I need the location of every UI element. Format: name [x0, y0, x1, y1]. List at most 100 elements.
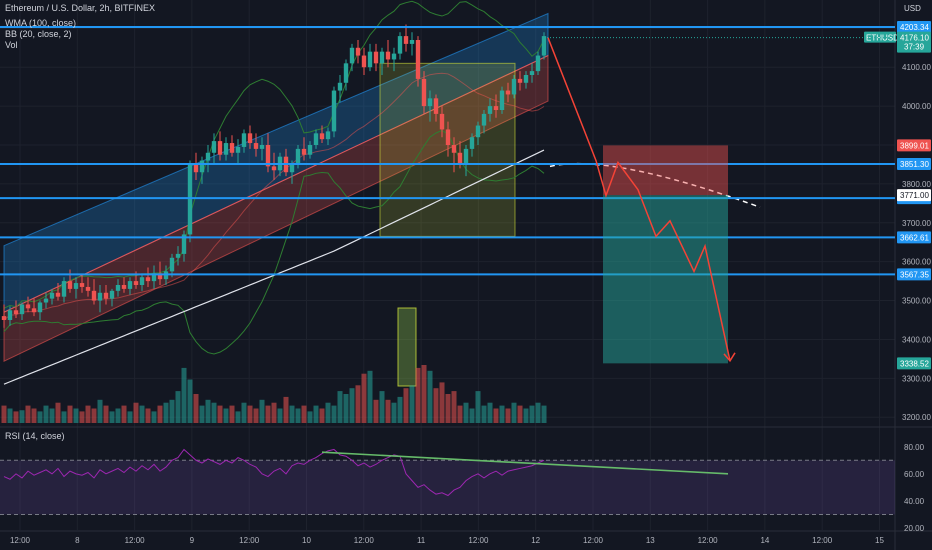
volume-bar [229, 405, 235, 423]
candle-body [133, 281, 139, 285]
time-tick-label: 12:00 [468, 536, 489, 545]
candle-body [445, 129, 451, 145]
price-tag [897, 357, 931, 370]
volume-bar [139, 405, 145, 423]
volume-bar [97, 399, 103, 423]
candle-body [439, 113, 445, 130]
time-tick-label: 12:00 [125, 536, 146, 545]
candle-body [211, 141, 217, 153]
volume-bar [463, 402, 469, 423]
candle-body [451, 145, 457, 153]
time-axis: 12:00 8 12:00 9 12:00 10 12:00 11 12:00 12 12:00 13… [10, 536, 885, 545]
candle-body [343, 63, 349, 83]
volume-bar [259, 399, 265, 423]
volume-bar [253, 408, 259, 423]
candle-body [523, 75, 529, 83]
candle-body [265, 145, 271, 167]
candle-body [409, 40, 415, 44]
candle-body [67, 281, 73, 289]
candle-body [61, 281, 67, 297]
volume-bar [433, 388, 439, 423]
rsi-tick-label: 80.00 [904, 443, 925, 452]
volume-bar [199, 405, 205, 423]
candle-body [13, 310, 19, 315]
volume-bar [373, 399, 379, 423]
volume-bar [487, 402, 493, 423]
time-tick-label: 9 [190, 536, 195, 545]
candle-body [181, 234, 187, 254]
volume-bar [439, 382, 445, 423]
volume-bar [271, 402, 277, 423]
time-tick-label: 13 [646, 536, 655, 545]
level-tag [897, 157, 931, 170]
volume-bar [247, 405, 253, 423]
candle-body [493, 106, 499, 110]
time-tick-label: 12:00 [354, 536, 375, 545]
candle-body [535, 55, 541, 72]
volume-highlight-box [397, 307, 417, 387]
candle-body [487, 106, 493, 114]
time-tick-label: 12:00 [583, 536, 604, 545]
level-tag-label: 3567.35 [900, 270, 929, 279]
volume-bar [43, 405, 49, 423]
time-tick-label: 12:00 [239, 536, 260, 545]
rsi-pane [0, 448, 895, 515]
candle-body [313, 133, 319, 145]
forecast-arrowhead [723, 352, 736, 363]
level-tag-label: 3851.30 [900, 160, 929, 169]
candle-body [139, 277, 145, 285]
volume-bar [301, 405, 307, 423]
wma-legend[interactable]: WMA (100, close) [5, 18, 77, 28]
volume-bar [91, 408, 97, 423]
rsi-tick-label: 40.00 [904, 497, 925, 506]
time-tick-label: 12 [531, 536, 540, 545]
volume-bar [475, 391, 481, 423]
candle-body [457, 152, 463, 165]
volume-bar [79, 411, 85, 423]
candle-body [25, 304, 31, 309]
volume-bar [325, 402, 331, 423]
volume-bar [499, 405, 505, 423]
vol-legend[interactable]: Vol [5, 40, 18, 50]
candlesticks [1, 24, 547, 328]
candle-body [241, 133, 247, 147]
candle-body [205, 152, 211, 161]
volume-bar [7, 408, 13, 423]
volume-bar [541, 405, 547, 423]
wma-projection-dashed [549, 162, 761, 208]
volume-bar [127, 411, 133, 423]
candle-body [415, 40, 421, 79]
volume-bar [115, 408, 121, 423]
volume-bar [31, 408, 37, 423]
candle-body [331, 90, 337, 132]
bb-legend[interactable]: BB (20, close, 2) [5, 29, 72, 39]
symbol-title[interactable]: Ethereum / U.S. Dollar, 2h, BITFINEX [5, 3, 156, 13]
last-price-label: 4176.10 [900, 34, 929, 43]
candle-body [517, 78, 523, 83]
candle-body [307, 145, 313, 155]
volume-bar [73, 408, 79, 423]
volume-bar [283, 396, 289, 423]
rsi-line [3, 448, 545, 497]
rsi-legend[interactable]: RSI (14, close) [5, 431, 65, 441]
candle-body [349, 47, 355, 64]
candle-body [43, 298, 49, 303]
volume-bar [25, 405, 31, 423]
price-tick-label: 4000.00 [902, 102, 931, 111]
candle-body [301, 148, 307, 155]
volume-bar [163, 402, 169, 423]
volume-bar [313, 405, 319, 423]
price-tag-label: 3899.01 [900, 141, 929, 150]
volume-bar [193, 394, 199, 423]
candle-body [187, 164, 193, 235]
price-tag-label: 3338.52 [900, 359, 929, 368]
level-tag [897, 21, 931, 34]
price-tag [897, 189, 931, 202]
candle-body [49, 292, 55, 299]
volume-bar [367, 370, 373, 423]
rsi-trendline [321, 451, 729, 475]
candle-body [529, 71, 535, 75]
volume-bar [217, 405, 223, 423]
